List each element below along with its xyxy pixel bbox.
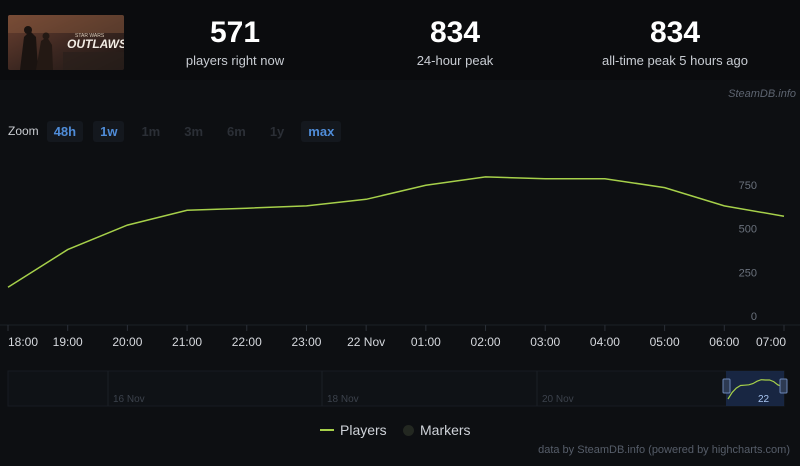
all-time-peak-value: 834	[649, 16, 701, 49]
x-tick-label: 23:00	[291, 335, 321, 349]
stat-all-time-peak: 834 all-time peak 5 hours ago	[580, 14, 770, 68]
y-tick-label-250: 250	[739, 267, 757, 279]
x-tick-label: 21:00	[172, 335, 202, 349]
x-tick-label: 19:00	[53, 335, 83, 349]
legend-item-markers[interactable]: Markers	[403, 422, 471, 438]
logo-subtext: STAR WARS	[75, 33, 105, 39]
zoom-selector: Zoom 48h 1w 1m 3m 6m 1y max	[8, 119, 351, 143]
x-tick-label: 22 Nov	[347, 335, 385, 349]
navigator-series-line	[727, 379, 783, 400]
navigator-track	[7, 370, 785, 407]
zoom-1y-button: 1y	[269, 123, 285, 139]
x-tick-label: 04:00	[590, 335, 620, 349]
stat-players-now: 571 players right now	[160, 14, 310, 68]
stat-24h-peak: 834 24-hour peak	[380, 14, 530, 68]
legend-item-players[interactable]: Players	[320, 422, 387, 438]
navigator-left-handle[interactable]	[722, 378, 731, 394]
players-series-line[interactable]	[7, 176, 785, 288]
y-tick-label-750: 750	[739, 180, 757, 192]
game-logo-image[interactable]: STAR WARS OUTLAWS	[8, 15, 124, 70]
peak-24h-value: 834	[429, 16, 481, 49]
x-axis-ticks: 18:00 19:00 20:00 21:00 22:00 23:00 22 Nov 01:0…	[0, 324, 800, 349]
y-tick-label-0: 0	[751, 311, 757, 323]
zoom-3m-button: 3m	[184, 123, 204, 139]
navigator-label: 20 Nov	[542, 394, 574, 405]
legend-players-label: Players	[340, 422, 387, 438]
navigator-label: 16 Nov	[113, 394, 145, 405]
x-tick-label: 05:00	[650, 335, 680, 349]
zoom-label: Zoom	[8, 124, 39, 138]
x-tick-label: 22:00	[232, 335, 262, 349]
players-now-label: players right now	[185, 53, 285, 68]
x-tick-label: 18:00	[8, 335, 38, 349]
legend-markers-label: Markers	[420, 422, 471, 438]
highcharts-credits[interactable]: data by SteamDB.info (powered by highcha…	[538, 444, 790, 456]
zoom-1w-button[interactable]: 1w	[93, 120, 125, 142]
navigator-label: 22	[758, 394, 770, 405]
logo-text: OUTLAWS	[67, 37, 124, 51]
navigator-right-handle[interactable]	[779, 378, 788, 394]
all-time-peak-label: all-time peak 5 hours ago	[602, 53, 748, 68]
zoom-48h-button[interactable]: 48h	[46, 120, 84, 142]
player-count-chart[interactable]: 0 250 500 750 18:00 19:00 20:00 21:00 22:00 23:0…	[0, 150, 800, 412]
game-cover-art: STAR WARS OUTLAWS	[8, 15, 124, 70]
zoom-max-button[interactable]: max	[301, 120, 342, 142]
navigator[interactable]: 16 Nov 18 Nov 20 Nov 22	[7, 370, 788, 407]
markers-legend-swatch	[403, 424, 414, 436]
steamdb-watermark[interactable]: SteamDB.info	[728, 88, 796, 100]
peak-24h-label: 24-hour peak	[416, 53, 494, 68]
y-tick-label-500: 500	[739, 224, 757, 236]
x-tick-label: 06:00	[709, 335, 739, 349]
zoom-6m-button: 6m	[227, 123, 246, 139]
x-tick-label: 07:00	[756, 335, 786, 349]
stats-header: STAR WARS OUTLAWS 571 players right now …	[0, 0, 800, 80]
players-legend-swatch	[320, 429, 334, 431]
x-tick-label: 02:00	[471, 335, 501, 349]
x-tick-label: 20:00	[112, 335, 142, 349]
navigator-selected-range[interactable]	[726, 371, 784, 406]
x-tick-label: 03:00	[530, 335, 560, 349]
x-tick-label: 01:00	[411, 335, 441, 349]
players-now-value: 571	[209, 16, 261, 49]
chart-legend: Players Markers	[0, 422, 800, 442]
y-axis-ticks: 0 250 500 750	[739, 180, 757, 323]
zoom-1m-button: 1m	[141, 123, 161, 139]
navigator-label: 18 Nov	[327, 394, 359, 405]
